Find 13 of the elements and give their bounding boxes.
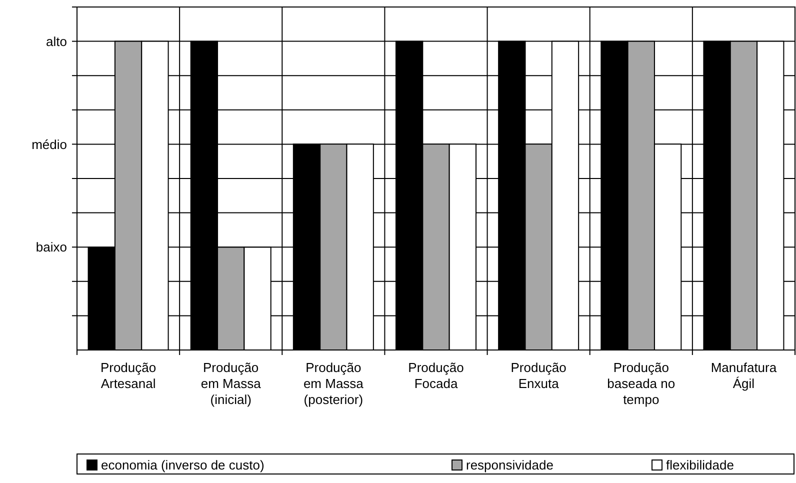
- legend-label: responsividade: [466, 458, 554, 473]
- x-tick-label: Produção Focada: [408, 360, 464, 391]
- text: médio: [32, 136, 67, 152]
- text: baixo: [36, 240, 67, 255]
- legend-label: flexibilidade: [666, 458, 734, 473]
- x-tick-label: Produção em Massa (posterior): [303, 360, 364, 407]
- x-tick-label: Produção baseada no tempo: [607, 360, 676, 407]
- x-tick-label: Manufatura Ágil: [710, 360, 778, 391]
- x-tick-label: Produção Enxuta: [510, 360, 566, 391]
- legend-label: economia (inverso de custo): [101, 458, 264, 473]
- x-tick-label: Produção em Massa (inicial): [200, 360, 262, 407]
- text: alto: [46, 34, 67, 49]
- x-tick-label: Produção Artesanal: [100, 360, 156, 391]
